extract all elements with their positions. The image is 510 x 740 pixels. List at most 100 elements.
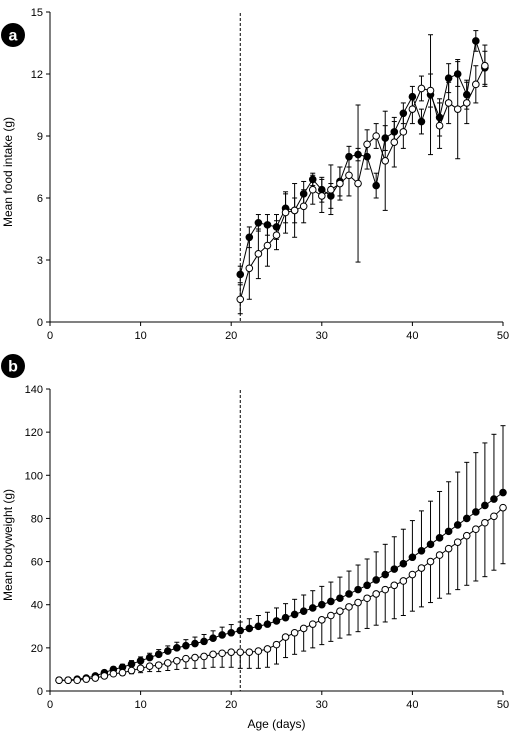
series-line bbox=[59, 507, 504, 681]
data-point bbox=[318, 600, 326, 609]
panel-letter: b bbox=[8, 359, 18, 376]
data-point bbox=[281, 208, 290, 217]
data-point bbox=[472, 37, 480, 45]
data-point bbox=[453, 538, 462, 546]
data-point bbox=[191, 653, 199, 662]
data-point bbox=[354, 585, 362, 594]
data-point bbox=[82, 675, 91, 683]
data-point bbox=[272, 231, 281, 239]
data-point bbox=[399, 559, 408, 568]
data-point bbox=[254, 219, 263, 227]
data-point bbox=[363, 594, 371, 603]
data-point bbox=[345, 590, 353, 598]
data-point bbox=[408, 570, 417, 579]
data-point bbox=[444, 527, 453, 536]
x-tick-label: 0 bbox=[47, 330, 53, 342]
data-point bbox=[426, 557, 435, 566]
x-tick-label: 40 bbox=[406, 699, 418, 711]
data-point bbox=[354, 598, 362, 607]
data-point bbox=[182, 641, 190, 650]
data-point bbox=[209, 634, 217, 642]
data-point bbox=[381, 585, 390, 594]
data-point bbox=[444, 99, 453, 107]
data-point bbox=[390, 581, 399, 590]
data-point bbox=[327, 185, 335, 194]
data-point bbox=[462, 531, 471, 540]
data-point bbox=[136, 657, 145, 665]
data-point bbox=[472, 525, 480, 534]
data-point bbox=[227, 648, 235, 656]
data-point bbox=[336, 607, 344, 615]
y-tick-label: 9 bbox=[37, 131, 43, 143]
data-point bbox=[499, 488, 507, 497]
data-point bbox=[154, 661, 163, 669]
data-point bbox=[417, 117, 426, 126]
data-point bbox=[472, 80, 480, 89]
data-point bbox=[390, 138, 399, 146]
data-point bbox=[254, 622, 263, 631]
data-point bbox=[308, 620, 317, 628]
series-open bbox=[236, 44, 489, 315]
y-tick-label: 100 bbox=[25, 470, 43, 482]
data-point bbox=[372, 576, 380, 584]
data-point bbox=[200, 652, 208, 661]
data-point bbox=[363, 140, 371, 149]
data-point bbox=[173, 644, 181, 652]
x-tick-label: 10 bbox=[134, 330, 146, 342]
y-tick-label: 80 bbox=[31, 513, 43, 525]
data-point bbox=[299, 202, 308, 211]
data-point bbox=[372, 590, 380, 598]
data-point bbox=[118, 668, 127, 677]
data-point bbox=[417, 84, 426, 93]
y-tick-label: 3 bbox=[37, 255, 43, 267]
y-tick-label: 20 bbox=[31, 643, 43, 655]
data-point bbox=[354, 179, 362, 188]
data-point bbox=[363, 581, 371, 590]
data-point bbox=[399, 577, 408, 585]
x-tick-label: 30 bbox=[316, 330, 328, 342]
data-point bbox=[290, 610, 299, 619]
data-point bbox=[227, 628, 235, 637]
data-point bbox=[390, 565, 399, 573]
data-point bbox=[163, 647, 172, 655]
y-tick-label: 120 bbox=[25, 427, 43, 439]
y-tick-label: 60 bbox=[31, 557, 43, 569]
x-axis-label: Age (days) bbox=[247, 717, 305, 731]
data-point bbox=[336, 594, 344, 603]
data-point bbox=[245, 648, 254, 656]
series-line bbox=[239, 40, 486, 275]
data-point bbox=[426, 86, 435, 95]
data-point bbox=[453, 521, 462, 529]
y-axis-label: Mean bodyweight (g) bbox=[1, 489, 15, 601]
panel-letter-badge bbox=[1, 354, 25, 378]
data-point bbox=[381, 570, 390, 579]
x-tick-label: 40 bbox=[406, 330, 418, 342]
data-point bbox=[408, 105, 417, 113]
panel-a: a 0 3 6 9 12 15 0 10 20 30 40 50 Mean food intake (g) bbox=[1, 7, 509, 342]
data-point bbox=[109, 669, 118, 678]
data-point bbox=[254, 647, 263, 655]
data-point bbox=[290, 628, 299, 637]
data-point bbox=[336, 179, 344, 188]
data-point bbox=[318, 616, 326, 624]
data-point bbox=[263, 620, 272, 628]
x-tick-label: 50 bbox=[497, 699, 509, 711]
data-point bbox=[245, 624, 254, 633]
panel-b: b 0 20 40 60 80 100 120 140 0 10 20 30 40 50 Mean bodyw… bbox=[1, 354, 509, 731]
data-point bbox=[154, 650, 163, 659]
data-point bbox=[444, 544, 453, 553]
data-point bbox=[236, 270, 245, 279]
data-point bbox=[462, 99, 471, 107]
data-point bbox=[435, 121, 444, 130]
y-axis-label: Mean food intake (g) bbox=[1, 117, 15, 227]
y-tick-label: 0 bbox=[37, 317, 43, 329]
y-tick-label: 6 bbox=[37, 193, 43, 205]
panel-letter-badge bbox=[1, 23, 25, 47]
data-point bbox=[182, 654, 190, 663]
data-point bbox=[345, 171, 353, 180]
data-point bbox=[435, 551, 444, 559]
data-point bbox=[236, 295, 245, 304]
data-point bbox=[145, 653, 154, 662]
